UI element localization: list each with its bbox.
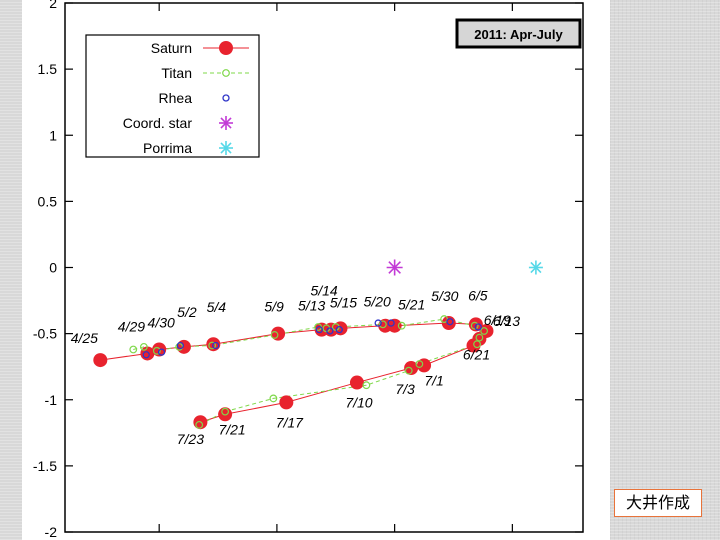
- titan-point: [269, 394, 278, 403]
- titan-point: [221, 407, 230, 416]
- date-label: 7/10: [345, 395, 372, 411]
- y-tick-label: -0.5: [33, 326, 57, 342]
- y-tick-label: 1.5: [38, 61, 58, 77]
- y-tick-label: 0.5: [38, 193, 58, 209]
- rhea-point: [474, 323, 482, 331]
- y-tick-label: -2: [45, 524, 58, 540]
- credit-label: 大井作成: [614, 489, 702, 517]
- date-label: 5/20: [364, 294, 391, 310]
- titan-point: [152, 346, 161, 355]
- titan-point: [470, 321, 479, 330]
- saturn-point: [279, 395, 294, 410]
- titan-line: [133, 318, 485, 426]
- titan-point: [378, 320, 387, 329]
- titan-point: [415, 360, 424, 368]
- porrima-point: [528, 260, 543, 275]
- date-label: 7/17: [276, 414, 304, 430]
- date-label: 6/5: [468, 287, 488, 303]
- legend-label: Rhea: [159, 90, 193, 106]
- titan-point: [362, 381, 371, 390]
- rhea-point: [446, 318, 454, 326]
- legend-titan-marker: [222, 69, 230, 77]
- legend-star-marker: [219, 141, 233, 155]
- date-label: 7/21: [218, 421, 245, 437]
- y-tick-label: 0: [49, 260, 57, 276]
- saturn-point: [93, 353, 108, 368]
- legend-label: Titan: [161, 65, 192, 81]
- date-label: 5/9: [264, 299, 284, 315]
- titan-point: [139, 342, 148, 351]
- titan-point: [195, 420, 204, 429]
- date-label: 4/25: [71, 330, 98, 346]
- date-label: 5/2: [177, 304, 197, 320]
- coord-star-point: [386, 259, 403, 276]
- date-label: 5/14: [310, 283, 337, 299]
- date-label: 6/13: [493, 313, 520, 329]
- titan-point: [208, 341, 217, 350]
- date-label: 5/13: [298, 298, 325, 314]
- legend-rhea-marker: [222, 94, 230, 102]
- legend: Saturn Titan Rhea Coord. star Porrima: [85, 34, 260, 158]
- legend-label: Saturn: [151, 40, 192, 56]
- date-label: 5/15: [330, 294, 357, 310]
- legend-label: Coord. star: [123, 115, 193, 131]
- titan-point: [473, 340, 481, 349]
- rhea-point: [387, 319, 395, 327]
- titan-point: [475, 333, 484, 342]
- date-label: 5/4: [207, 299, 227, 315]
- titan-point: [270, 331, 279, 339]
- legend-box: [85, 34, 260, 158]
- y-tick-label: -1: [45, 392, 58, 408]
- rhea-point: [326, 327, 334, 335]
- date-label: 6/19: [484, 312, 511, 328]
- rhea-point: [335, 326, 343, 334]
- rhea-point: [374, 319, 382, 327]
- titan-point: [404, 366, 413, 375]
- legend-label: Porrima: [143, 140, 192, 156]
- rhea-point: [157, 348, 166, 356]
- saturn-point: [417, 358, 432, 373]
- saturn-point: [349, 375, 364, 390]
- saturn-point: [218, 407, 233, 422]
- saturn-point: [176, 339, 191, 354]
- rhea-point: [142, 351, 150, 359]
- y-tick-label: 1: [49, 127, 57, 143]
- rhea-point: [212, 341, 220, 350]
- saturn-line: [100, 322, 488, 423]
- left-stripe: [0, 0, 22, 540]
- date-label: 7/23: [177, 431, 204, 447]
- title-box-label: 2011: Apr-July: [474, 27, 563, 42]
- right-stripe: [610, 0, 720, 540]
- titan-point: [129, 345, 138, 354]
- titan-point: [440, 315, 448, 323]
- date-label: 6/21: [463, 347, 490, 363]
- date-label: 4/29: [118, 318, 145, 334]
- title-box: [455, 18, 582, 49]
- legend-star-marker: [219, 116, 233, 130]
- date-label: 5/30: [431, 288, 458, 304]
- date-label: 4/30: [148, 314, 175, 330]
- date-label: 7/3: [395, 381, 415, 397]
- y-tick-label: 2: [49, 0, 57, 11]
- y-tick-label: -1.5: [33, 458, 57, 474]
- date-label: 7/1: [424, 372, 443, 388]
- titan-point: [480, 327, 489, 335]
- saturn-point: [387, 318, 402, 333]
- titan-point: [397, 321, 406, 330]
- legend-saturn-marker: [219, 41, 233, 55]
- rhea-point: [176, 341, 185, 350]
- date-label: 5/21: [398, 297, 425, 313]
- rhea-point: [315, 326, 323, 334]
- saturn-point: [441, 316, 456, 331]
